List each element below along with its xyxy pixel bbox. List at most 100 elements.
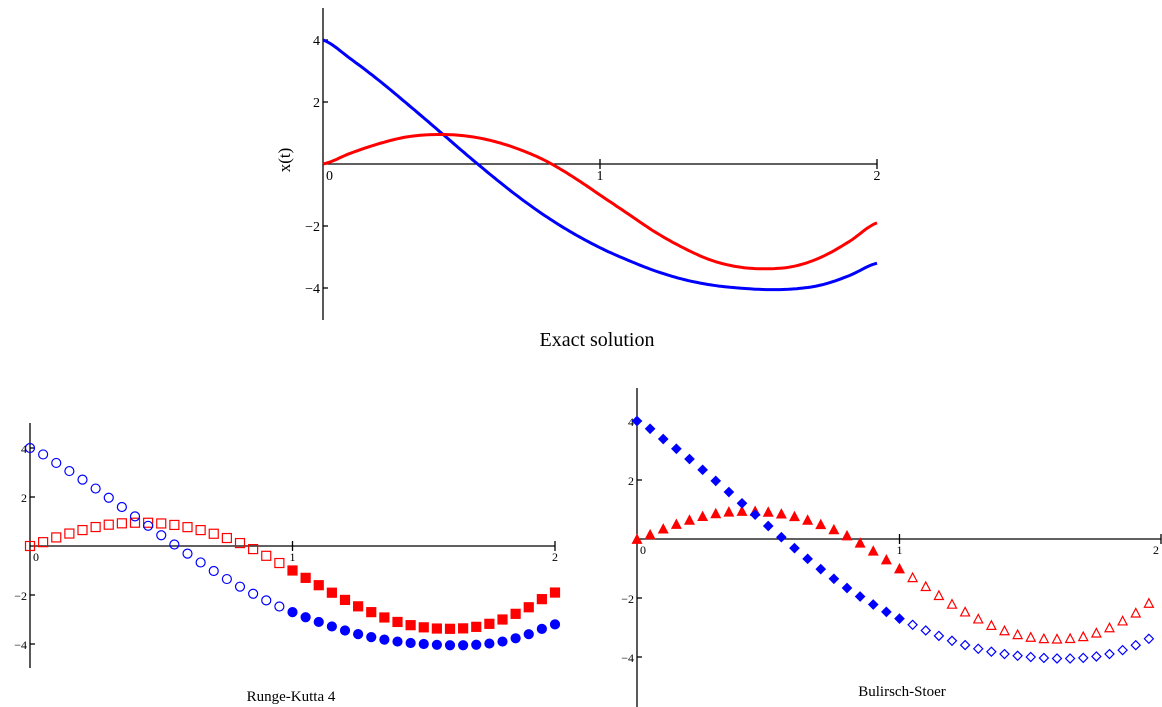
data-point-diamond <box>631 415 643 427</box>
data-point-square <box>405 620 416 631</box>
data-point-circle <box>379 634 390 645</box>
series-square-points <box>24 517 561 634</box>
data-point-triangle <box>1143 597 1155 608</box>
data-point-square <box>38 537 49 548</box>
data-point-diamond <box>1025 651 1037 663</box>
y-tick-label: −2 <box>14 589 27 603</box>
data-point-triangle <box>828 523 840 535</box>
data-point-square <box>497 614 508 625</box>
data-point-triangle <box>880 553 892 565</box>
x-tick-label: 0 <box>326 169 333 184</box>
data-point-square <box>208 528 219 539</box>
data-point-triangle <box>723 506 735 517</box>
data-point-square <box>353 601 364 612</box>
series-circle-points <box>24 442 561 651</box>
data-point-diamond <box>986 646 997 658</box>
data-point-square <box>103 519 114 530</box>
data-point-square <box>549 587 561 598</box>
data-point-triangle <box>972 613 984 624</box>
data-point-square <box>156 518 167 529</box>
data-point-diamond <box>644 423 656 435</box>
data-point-circle <box>471 639 482 650</box>
data-point-triangle <box>644 528 656 540</box>
data-point-circle <box>143 520 154 531</box>
data-point-circle <box>405 637 416 649</box>
data-point-square <box>182 522 193 533</box>
data-point-circle <box>261 595 272 606</box>
data-point-square <box>523 602 534 613</box>
data-point-diamond <box>1104 648 1115 660</box>
data-point-triangle <box>999 624 1010 636</box>
data-point-circle <box>418 638 429 650</box>
x-tick-label: 2 <box>552 550 558 564</box>
data-point-triangle <box>894 562 905 574</box>
data-point-square <box>24 540 36 552</box>
data-point-diamond <box>657 433 669 445</box>
data-point-circle <box>549 619 561 630</box>
data-point-circle <box>497 636 508 647</box>
data-point-triangle <box>1090 627 1102 638</box>
data-point-diamond <box>933 630 945 642</box>
data-point-triangle <box>684 514 695 525</box>
data-point-circle <box>510 633 521 644</box>
data-point-square <box>116 518 127 529</box>
data-point-circle <box>116 501 127 513</box>
chart-3: 0 1 2 4 2 −2 −4 Bulirsch-Stoer <box>621 388 1162 707</box>
data-point-square <box>418 622 429 633</box>
data-point-square <box>261 550 272 561</box>
data-point-triangle <box>1038 632 1050 644</box>
data-point-diamond <box>946 635 958 647</box>
x-tick-label: 1 <box>597 169 604 184</box>
data-point-circle <box>156 530 167 541</box>
chart-title: Runge-Kutta 4 <box>247 689 336 705</box>
data-point-square <box>51 532 62 543</box>
data-point-diamond <box>1143 633 1155 645</box>
chart-title: Exact solution <box>540 329 655 351</box>
data-point-triangle <box>631 533 643 544</box>
data-point-triangle <box>854 537 866 548</box>
data-point-diamond <box>999 648 1010 660</box>
data-point-circle <box>64 465 75 477</box>
x-tick-label: 0 <box>640 543 646 557</box>
data-point-square <box>64 528 75 539</box>
x-tick-label: 2 <box>1153 543 1159 557</box>
series-line <box>322 38 878 292</box>
data-point-triangle <box>775 508 787 519</box>
data-point-diamond <box>762 520 774 532</box>
data-point-diamond <box>697 464 708 476</box>
data-point-circle <box>536 623 547 634</box>
data-point-circle <box>182 548 193 559</box>
data-point-circle <box>339 625 351 636</box>
data-point-diamond <box>959 639 971 651</box>
data-point-square <box>326 587 337 598</box>
data-point-triangle <box>920 580 932 592</box>
data-point-diamond <box>894 613 905 624</box>
data-point-triangle <box>867 545 879 556</box>
data-point-diamond <box>710 475 722 487</box>
data-point-square <box>169 519 180 531</box>
data-point-circle <box>392 636 403 647</box>
data-point-diamond <box>828 573 840 585</box>
data-point-triangle <box>657 523 669 534</box>
x-tick-label: 0 <box>33 550 39 564</box>
y-tick-label: −4 <box>305 282 320 297</box>
data-point-circle <box>24 442 36 454</box>
data-point-diamond <box>867 599 879 610</box>
data-point-triangle <box>1025 631 1037 642</box>
data-point-triangle <box>1064 632 1076 644</box>
y-tick-label: −4 <box>14 638 27 652</box>
data-point-circle <box>444 640 456 651</box>
data-point-circle <box>129 511 141 522</box>
data-point-square <box>248 543 259 555</box>
data-point-triangle <box>959 606 971 617</box>
data-point-triangle <box>907 571 919 583</box>
data-point-circle <box>300 612 311 623</box>
data-point-circle <box>366 632 377 643</box>
data-point-square <box>536 594 547 605</box>
chart-2: 0 1 2 4 2 −2 −4 Runge-Kutta 4 <box>14 423 561 705</box>
data-point-diamond <box>776 531 787 543</box>
data-point-diamond <box>920 625 932 636</box>
data-point-circle <box>234 581 246 592</box>
data-point-square <box>313 580 324 591</box>
data-point-square <box>392 616 403 628</box>
